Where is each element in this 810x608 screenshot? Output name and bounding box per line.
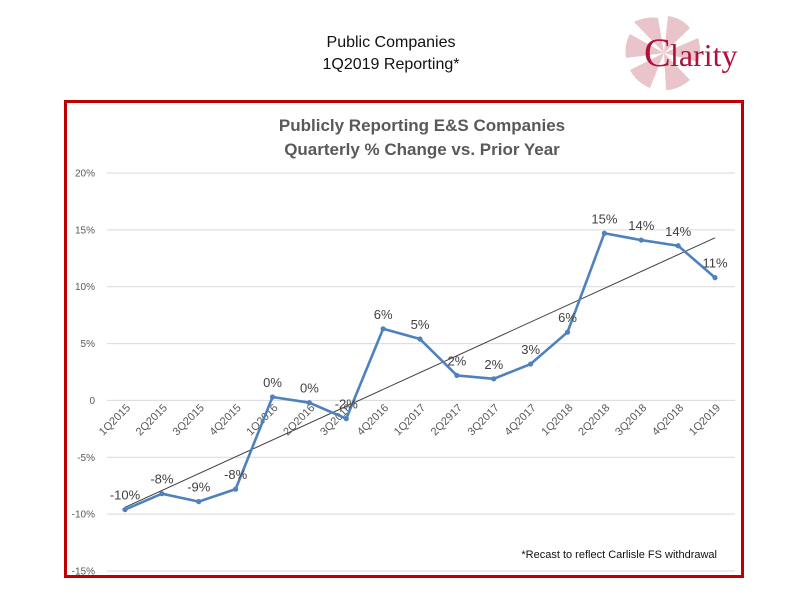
gridlines (107, 172, 735, 572)
y-tick-label: 10% (75, 282, 95, 293)
y-tick-label: -15% (72, 567, 95, 576)
logo-text-rest: larity (670, 37, 738, 73)
data-point (712, 275, 718, 281)
data-point (380, 326, 386, 332)
series-polyline (124, 231, 716, 511)
data-point (454, 372, 460, 379)
data-point (638, 237, 644, 243)
data-label: 14% (628, 218, 654, 233)
x-tick-label: 1Q2015 (97, 402, 133, 438)
x-tick-label: 2Q2018 (576, 402, 612, 438)
data-label: -8% (150, 472, 174, 487)
x-tick-label: 2Q2015 (134, 402, 170, 438)
logo-text: C (644, 30, 671, 75)
clarity-logo-graphic: C larity (625, 16, 738, 90)
y-tick-label: 20% (75, 169, 95, 180)
data-point (601, 230, 607, 236)
x-tick-label: 4Q2015 (208, 402, 244, 438)
x-tick-label: 1Q2019 (687, 402, 723, 438)
data-point (122, 506, 128, 513)
data-label: 6% (558, 310, 577, 325)
y-axis-ticks: 20% 15% 10% 5% 0 -5% -10% -15% (72, 169, 96, 576)
chart-title: Publicly Reporting E&S Companies (279, 116, 565, 135)
chart-subtitle: Quarterly % Change vs. Prior Year (284, 140, 560, 159)
y-tick-label: -10% (72, 510, 95, 521)
chart-frame: Publicly Reporting E&S Companies Quarter… (64, 100, 744, 578)
x-tick-label: 2Q2917 (429, 402, 465, 438)
page-title: Public Companies 1Q2019 Reporting* (0, 32, 782, 76)
data-label: 0% (263, 375, 282, 390)
data-label: 14% (665, 224, 691, 239)
page-title-line2: 1Q2019 Reporting* (322, 56, 460, 73)
x-tick-label: 4Q2016 (355, 402, 391, 438)
data-point (528, 361, 534, 367)
x-axis-ticks: 1Q2015 2Q2015 3Q2015 4Q2015 1Q2016 2Q2016 3Q20… (97, 402, 723, 438)
data-label: 0% (300, 381, 319, 396)
y-tick-label: -5% (77, 453, 95, 464)
data-label: -9% (187, 480, 211, 495)
data-label: 11% (702, 256, 727, 271)
data-label: -2% (335, 397, 359, 412)
footnote-annotation: *Recast to reflect Carlisle FS withdrawa… (521, 549, 717, 561)
data-point (343, 416, 349, 422)
data-point (269, 394, 276, 400)
data-labels: -10% -8% -9% -8% 0% 0% -2% 6% 5% 2% 2% 3% 6% 15% 14% 14… (110, 211, 728, 502)
y-tick-label: 0 (89, 396, 95, 407)
data-point (564, 329, 571, 335)
page-title-line1: Public Companies (326, 34, 456, 51)
data-label: 15% (591, 211, 617, 226)
x-tick-label: 4Q2018 (650, 402, 686, 438)
data-label: 2% (484, 357, 503, 372)
data-point (196, 499, 202, 505)
data-label: 3% (521, 342, 540, 357)
x-tick-label: 1Q2018 (539, 402, 575, 438)
trendline (124, 237, 716, 508)
x-tick-label: 3Q2015 (171, 402, 207, 438)
data-label: 6% (374, 307, 393, 322)
data-label: 5% (411, 317, 430, 332)
trend-line (124, 237, 716, 508)
x-tick-label: 1Q2017 (392, 402, 428, 438)
data-point (233, 486, 239, 492)
data-label: 2% (447, 353, 466, 368)
y-tick-label: 5% (81, 339, 96, 350)
data-point (159, 491, 165, 497)
logo-swirl-icon (625, 16, 700, 90)
data-label: -8% (224, 467, 248, 482)
data-label: -10% (110, 488, 141, 503)
data-point (306, 400, 312, 406)
x-tick-label: 3Q2018 (613, 402, 649, 438)
x-tick-label: 2Q2016 (281, 402, 317, 438)
data-point (491, 376, 497, 382)
x-tick-label: 4Q2017 (503, 402, 539, 438)
data-point (417, 336, 423, 342)
data-point (675, 243, 681, 249)
clarity-logo: C larity (624, 14, 784, 92)
series-line (122, 230, 718, 513)
y-tick-label: 15% (75, 225, 95, 236)
x-tick-label: 3Q2017 (466, 402, 502, 438)
line-chart: Publicly Reporting E&S Companies Quarter… (72, 116, 735, 576)
